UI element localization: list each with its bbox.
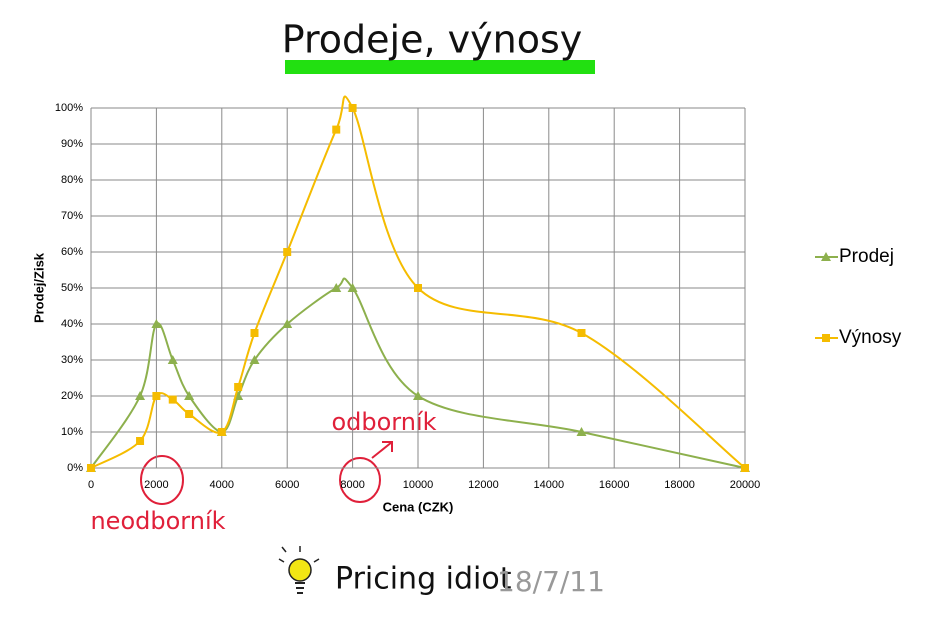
x-tick-label: 16000 (599, 479, 630, 491)
footer-date: 18/7/11 (497, 565, 605, 598)
x-tick-label: 0 (88, 479, 94, 491)
data-point (152, 392, 161, 400)
annotation-circle (140, 455, 184, 505)
annotation-arrow (371, 441, 393, 459)
data-point (136, 437, 145, 445)
data-point (413, 391, 423, 400)
data-point (283, 248, 292, 256)
y-tick-label: 100% (55, 102, 83, 114)
x-tick-label: 12000 (468, 479, 499, 491)
data-point (577, 329, 586, 337)
x-tick-label: 10000 (403, 479, 434, 491)
x-tick-label: 6000 (275, 479, 299, 491)
data-point (217, 428, 226, 436)
x-axis-label: Cena (CZK) (383, 499, 454, 514)
legend-marker (821, 252, 831, 261)
data-point (234, 383, 243, 391)
y-tick-label: 50% (61, 282, 83, 294)
footer-brand: Pricing idiot (335, 562, 512, 597)
data-point (348, 104, 357, 112)
y-tick-label: 30% (61, 354, 83, 366)
data-point (185, 410, 194, 418)
y-tick-label: 0% (67, 462, 83, 474)
y-tick-label: 10% (61, 426, 83, 438)
x-tick-label: 4000 (210, 479, 234, 491)
x-tick-label: 18000 (664, 479, 695, 491)
x-tick-label: 8000 (340, 479, 364, 491)
data-point (151, 319, 162, 328)
data-point (249, 355, 260, 364)
annotation: neodborník (90, 507, 225, 535)
data-point (250, 329, 259, 337)
data-point (184, 391, 195, 400)
data-point (332, 125, 341, 134)
data-point (331, 283, 342, 292)
x-tick-label: 20000 (730, 479, 761, 491)
y-tick-label: 80% (61, 174, 83, 186)
x-tick-label: 14000 (534, 479, 565, 491)
title-highlight (285, 60, 595, 74)
chart-title: Prodeje, výnosy (282, 18, 582, 62)
annotation-circle (339, 457, 381, 503)
data-point (167, 355, 178, 364)
annotation: odborník (331, 408, 436, 436)
y-tick-label: 90% (61, 138, 83, 150)
y-tick-label: 60% (61, 246, 83, 258)
y-tick-label: 20% (61, 390, 83, 402)
data-point (87, 464, 95, 472)
data-point (135, 391, 146, 400)
y-axis-label: Prodej/Zisk (31, 252, 46, 323)
data-point (576, 427, 587, 436)
legend-marker (822, 334, 830, 342)
data-point (347, 283, 358, 292)
data-point (414, 284, 422, 292)
y-tick-label: 40% (61, 318, 83, 330)
legend-label: Prodej (839, 246, 894, 267)
x-tick-label: 2000 (144, 479, 168, 491)
data-point (168, 395, 177, 404)
y-tick-label: 70% (61, 210, 83, 222)
data-point (282, 319, 293, 328)
data-point (741, 464, 749, 472)
footer-logo (278, 546, 320, 594)
series-line (90, 95, 746, 469)
legend-label: Výnosy (839, 327, 902, 348)
